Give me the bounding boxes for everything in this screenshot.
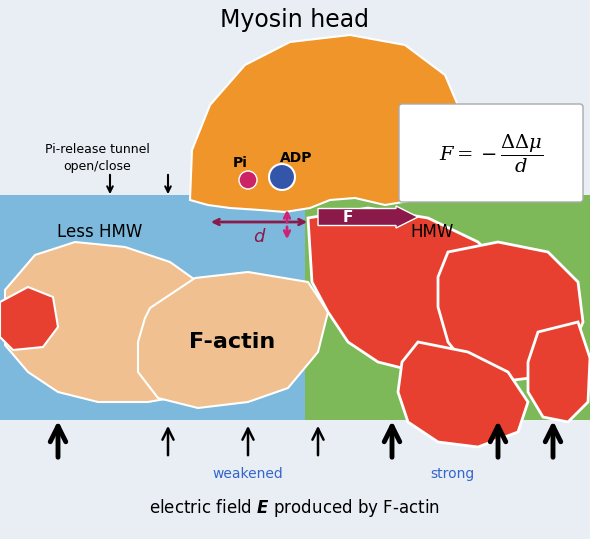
Polygon shape (528, 322, 590, 422)
Polygon shape (138, 272, 328, 408)
Text: strong: strong (430, 467, 474, 481)
Text: electric field $\boldsymbol{E}$ produced by F-actin: electric field $\boldsymbol{E}$ produced… (149, 497, 441, 519)
Text: $F = -\dfrac{\Delta\Delta\mu}{d}$: $F = -\dfrac{\Delta\Delta\mu}{d}$ (439, 133, 543, 175)
FancyBboxPatch shape (399, 104, 583, 202)
Text: F-actin: F-actin (189, 332, 275, 352)
Polygon shape (0, 287, 58, 350)
Text: weakened: weakened (212, 467, 283, 481)
Text: $d$: $d$ (253, 228, 267, 246)
Text: Myosin head: Myosin head (221, 8, 369, 32)
Polygon shape (398, 342, 528, 447)
Text: Pi-release tunnel
open/close: Pi-release tunnel open/close (45, 143, 149, 173)
Polygon shape (308, 208, 508, 372)
Polygon shape (305, 195, 590, 420)
FancyArrow shape (318, 206, 418, 228)
Text: $\mathbf{F}$: $\mathbf{F}$ (342, 209, 353, 225)
Text: Pi: Pi (232, 156, 247, 170)
Polygon shape (5, 242, 228, 402)
Text: ADP: ADP (280, 151, 312, 165)
Polygon shape (438, 242, 583, 382)
Circle shape (239, 171, 257, 189)
Text: Less HMW: Less HMW (57, 223, 143, 241)
Text: HMW: HMW (410, 223, 454, 241)
Polygon shape (190, 35, 462, 212)
Polygon shape (0, 195, 590, 420)
Circle shape (269, 164, 295, 190)
